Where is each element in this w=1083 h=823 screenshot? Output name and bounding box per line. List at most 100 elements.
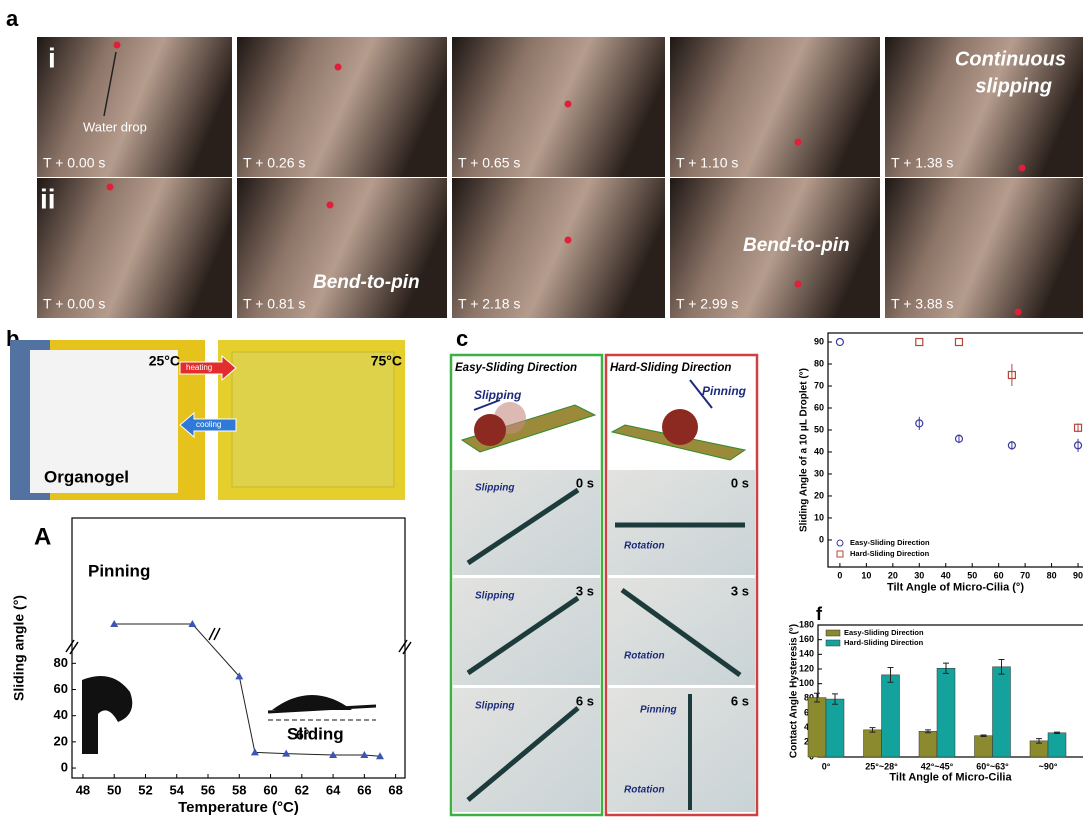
y-tick-label: 40 xyxy=(54,707,68,722)
photo xyxy=(885,37,1083,177)
bar xyxy=(992,666,1011,758)
y-tick-label: 140 xyxy=(799,649,814,659)
annotation: Pinning xyxy=(88,561,150,580)
x-tick-label: 20 xyxy=(888,570,898,580)
legend-swatch xyxy=(825,639,841,647)
x-tick-label: 56 xyxy=(201,782,215,797)
time-label: 6 s xyxy=(576,693,594,708)
annotation: Pinning xyxy=(702,384,747,398)
annotation: slipping xyxy=(975,75,1052,97)
marker xyxy=(329,750,338,758)
water-drop xyxy=(1018,164,1026,172)
bar xyxy=(936,668,956,758)
time-caption: T + 0.00 s xyxy=(43,155,105,171)
error-bar xyxy=(887,667,894,683)
marker xyxy=(1073,423,1083,432)
x-tick-label: 48 xyxy=(76,782,90,797)
annotation: Slipping xyxy=(475,701,514,712)
annotation: Continuous xyxy=(955,48,1066,70)
time-caption: T + 2.18 s xyxy=(458,296,520,312)
annotation: 75°C xyxy=(371,353,402,369)
x-tick-label: 42°~45° xyxy=(921,761,954,771)
y-tick-label: 180 xyxy=(799,619,814,629)
annotation: Rotation xyxy=(624,785,665,796)
marker xyxy=(282,749,291,757)
y-tick-label: 10 xyxy=(814,512,824,522)
x-tick-label: 64 xyxy=(326,782,341,797)
x-tick-label: 54 xyxy=(170,782,185,797)
water-drop xyxy=(564,100,572,108)
time-caption: T + 0.65 s xyxy=(458,155,520,171)
arrow xyxy=(179,411,237,439)
annotation: Water drop xyxy=(83,119,147,134)
y-tick-label: 80 xyxy=(54,655,68,670)
frame xyxy=(604,353,759,817)
x-tick-label: 68 xyxy=(388,782,402,797)
bar xyxy=(918,731,938,758)
arrow xyxy=(179,354,237,382)
x-axis-label: Temperature (°C) xyxy=(178,799,299,816)
annotation: Slipping xyxy=(474,388,522,402)
annotation: Rotation xyxy=(624,651,665,662)
panel-label: f xyxy=(816,604,823,624)
marker xyxy=(235,672,244,680)
water-drop xyxy=(326,201,334,209)
y-tick-label: 90 xyxy=(814,336,824,346)
annotation: heating xyxy=(186,363,212,372)
y-tick-label: 70 xyxy=(814,380,824,390)
panel-label: c xyxy=(456,326,468,351)
water-drop xyxy=(113,41,121,49)
x-tick-label: 70 xyxy=(1020,570,1030,580)
y-axis-label: Sliding Angle of a 10 μL Droplet (°) xyxy=(799,368,810,532)
row-label: ii xyxy=(40,183,56,214)
error-bar xyxy=(980,734,987,737)
marker xyxy=(188,620,197,628)
x-tick-label: 52 xyxy=(138,782,152,797)
legend-label: Easy-Sliding Direction xyxy=(844,628,924,637)
marker xyxy=(250,748,259,756)
error-bar xyxy=(998,658,1005,675)
x-tick-label: 60 xyxy=(263,782,277,797)
arrow xyxy=(473,399,501,411)
error-bar xyxy=(925,729,931,734)
annotation: Bend-to-pin xyxy=(313,272,420,293)
y-tick-label: 20 xyxy=(814,490,824,500)
x-tick-label: 10 xyxy=(861,570,871,580)
error-bar xyxy=(814,692,820,703)
photo xyxy=(452,37,665,177)
y-tick-label: 100 xyxy=(799,678,814,688)
time-caption: T + 0.26 s xyxy=(243,155,305,171)
photo xyxy=(30,350,178,493)
error-bar xyxy=(832,693,838,705)
time-caption: T + 0.81 s xyxy=(243,296,305,312)
bar xyxy=(974,735,993,758)
marker xyxy=(954,337,964,347)
time-label: 6 s xyxy=(731,693,749,708)
x-axis-label: Tilt Angle of Micro-Cilia (°) xyxy=(887,582,1024,594)
time-caption: T + 1.38 s xyxy=(891,155,953,171)
panel-c-photos: 0 s Slipping 3 s Slipping 6 s Slipping 0 s Rota… xyxy=(453,470,755,812)
annotation: Slipping xyxy=(475,483,514,494)
marker xyxy=(1007,370,1016,380)
legend-label: Easy-Sliding Direction xyxy=(850,538,930,547)
panel-title: Easy-Sliding Direction xyxy=(455,362,577,374)
y-tick-label: 60 xyxy=(814,402,824,412)
y-tick-label: 60 xyxy=(54,681,68,696)
x-tick-label: 40 xyxy=(941,570,951,580)
marker xyxy=(915,419,924,428)
bar xyxy=(807,697,827,758)
marker xyxy=(954,434,964,443)
x-tick-label: ~90° xyxy=(1039,761,1058,771)
legend-label: Hard-Sliding Direction xyxy=(850,549,930,558)
legend-label: Hard-Sliding Direction xyxy=(844,638,924,647)
annotation: Pinning xyxy=(640,705,677,716)
legend-marker xyxy=(836,539,844,547)
frame xyxy=(449,353,604,817)
arrow xyxy=(689,379,713,409)
x-tick-label: 90 xyxy=(1073,570,1083,580)
charts: 0 20 40 60 80 48 50 52 54 56 58 60 62 64 66 68 Temperatu… xyxy=(11,332,1083,816)
panel-label: a xyxy=(6,6,19,31)
water-drop xyxy=(794,138,802,146)
y-tick-label: 50 xyxy=(814,424,824,434)
annotation: 25°C xyxy=(149,353,180,369)
